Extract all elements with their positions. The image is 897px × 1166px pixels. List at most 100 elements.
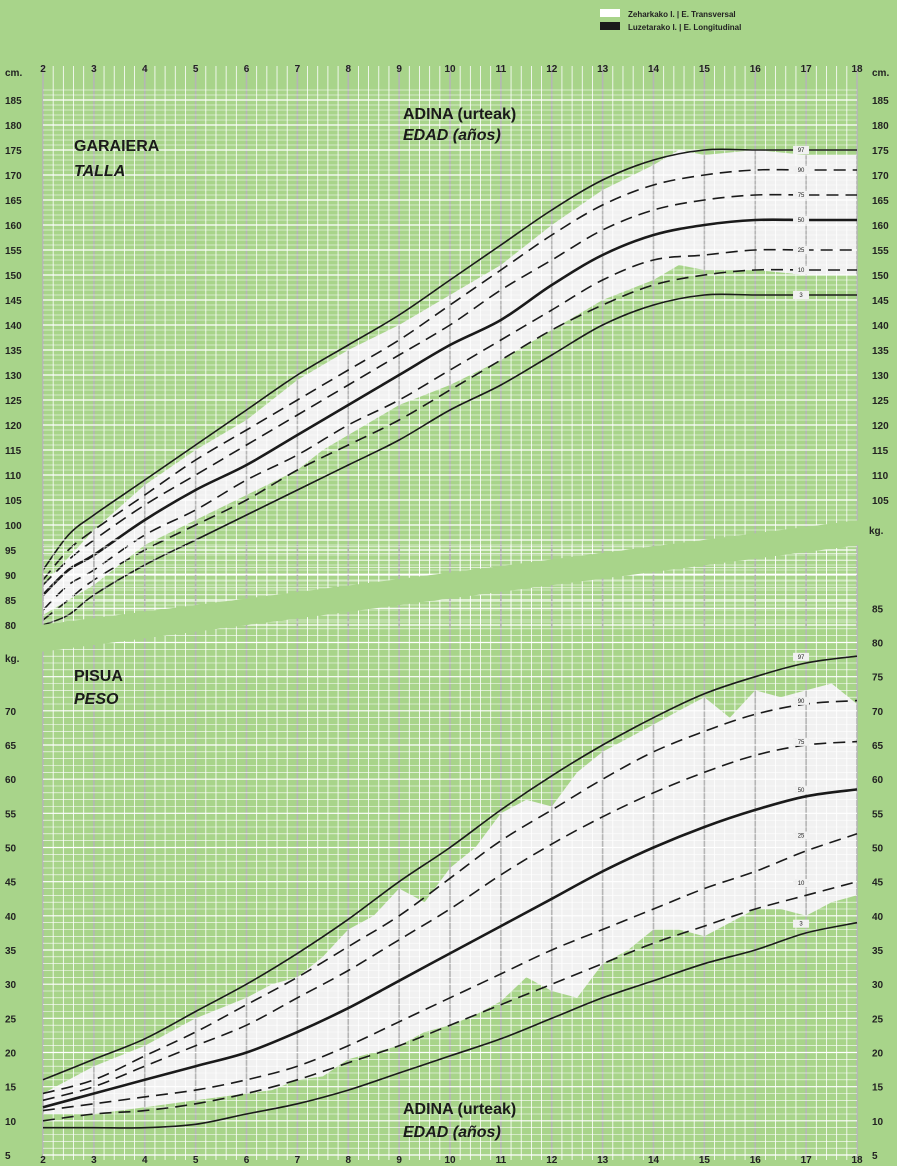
height-y-tick-left: 85	[5, 596, 17, 607]
weight-y-tick-right: 50	[872, 844, 884, 855]
weight-percentile-3-label-bg	[793, 919, 810, 928]
weight-percentile-lines	[42, 655, 858, 1129]
height-y-tick-left: 120	[5, 421, 22, 432]
weight-percentile-labels: 3 10 25 50 75 90 97	[793, 652, 810, 928]
weight-unit-left: kg.	[5, 654, 20, 665]
height-percentile-50-line	[42, 218, 857, 596]
weight-percentile-97-label-bg	[793, 652, 810, 661]
height-percentile-97-line	[42, 148, 857, 571]
height-y-tick-right: 130	[872, 371, 889, 382]
height-y-tick-left: 90	[5, 571, 17, 582]
height-unit-right: cm.	[872, 68, 889, 79]
x-tick-top: 12	[546, 64, 558, 75]
x-tick-bottom: 11	[496, 1155, 507, 1166]
x-tick-top: 15	[699, 64, 711, 75]
height-y-tick-left: 185	[5, 96, 22, 107]
height-y-tick-right: 145	[872, 296, 889, 307]
height-y-tick-left: 140	[5, 321, 22, 332]
x-tick-top: 3	[91, 64, 97, 75]
height-xlabel: ADINA (urteak)	[403, 106, 516, 123]
x-tick-bottom: 9	[396, 1155, 402, 1166]
legend-transversal-label: Zeharkako I. | E. Transversal	[628, 10, 736, 19]
weight-y-tick-right: 60	[872, 775, 884, 786]
weight-percentile-25-label: 25	[798, 834, 805, 840]
weight-percentile-97-label: 97	[798, 655, 805, 661]
weight-y-tick-left: 35	[5, 946, 17, 957]
height-percentile-3-label-bg	[793, 291, 810, 299]
weight-y-tick-right: 80	[872, 639, 884, 650]
height-y-tick-left: 145	[5, 296, 22, 307]
x-tick-bottom: 15	[699, 1155, 711, 1166]
weight-percentile-10-label: 10	[798, 881, 805, 887]
x-tick-top: 16	[750, 64, 762, 75]
x-tick-bottom: 2	[40, 1155, 46, 1166]
height-y-tick-left: 130	[5, 371, 22, 382]
weight-percentile-3-label: 3	[799, 922, 803, 928]
weight-xlabel: ADINA (urteak)	[403, 1101, 516, 1118]
x-tick-bottom: 5	[193, 1155, 199, 1166]
height-grid	[42, 66, 858, 626]
height-title: GARAIERA	[74, 138, 160, 155]
x-tick-top: 18	[851, 64, 863, 75]
x-tick-top: 6	[244, 64, 250, 75]
height-y-tick-right: 140	[872, 321, 889, 332]
height-percentile-75-label-bg	[793, 191, 810, 199]
weight-percentile-50-line	[42, 788, 858, 1109]
weight-percentile-10-label-bg	[793, 879, 810, 888]
x-tick-bottom: 8	[345, 1155, 351, 1166]
x-tick-bottom: 13	[597, 1155, 609, 1166]
x-tick-top: 10	[444, 64, 456, 75]
height-y-tick-left: 135	[5, 346, 22, 357]
height-percentile-75-label: 75	[798, 193, 805, 199]
weight-percentile-90-label: 90	[798, 699, 805, 705]
weight-unit-right: kg.	[869, 526, 884, 537]
height-y-tick-left: 105	[5, 496, 22, 507]
x-tick-bottom: 3	[91, 1155, 97, 1166]
weight-y-tick-left: 20	[5, 1049, 17, 1060]
height-percentile-90-label: 90	[798, 168, 805, 174]
height-y-tick-left: 150	[5, 271, 22, 282]
height-percentile-75-line	[42, 193, 857, 586]
weight-y-tick-left: 10	[5, 1117, 17, 1128]
weight-y-tick-left: 30	[5, 980, 17, 991]
weight-y-tick-left: 5	[5, 1151, 11, 1162]
weight-subtitle: PESO	[74, 691, 119, 708]
height-y-tick-right: 160	[872, 221, 889, 232]
weight-y-tick-right: 40	[872, 912, 884, 923]
separator-band	[40, 520, 860, 652]
weight-y-tick-right: 75	[872, 673, 884, 684]
height-y-tick-right: 180	[872, 121, 889, 132]
weight-percentile-75-label: 75	[798, 740, 805, 746]
height-y-tick-right: 155	[872, 246, 889, 257]
weight-y-tick-left: 65	[5, 741, 17, 752]
weight-percentile-97-line	[42, 655, 858, 1081]
height-y-tick-right: 165	[872, 196, 889, 207]
x-tick-bottom: 18	[851, 1155, 863, 1166]
height-y-tick-left: 115	[5, 446, 22, 457]
height-percentile-97-label: 97	[798, 148, 805, 154]
height-y-tick-right: 150	[872, 271, 889, 282]
legend: Zeharkako I. | E. Transversal Luzetarako…	[600, 9, 741, 32]
x-tick-top: 4	[142, 64, 148, 75]
height-percentile-lines	[42, 148, 857, 626]
weight-percentile-3-line	[42, 921, 858, 1129]
height-percentile-10-label-bg	[793, 266, 810, 274]
x-tick-bottom: 17	[801, 1155, 813, 1166]
weight-percentile-75-label-bg	[793, 737, 810, 746]
weight-grid	[42, 539, 858, 1160]
height-percentile-25-label-bg	[793, 246, 810, 254]
weight-y-tick-left: 70	[5, 707, 17, 718]
height-y-tick-left: 155	[5, 246, 22, 257]
weight-y-tick-left: 55	[5, 809, 17, 820]
height-y-tick-left: 175	[5, 146, 22, 157]
height-y-tick-left: 110	[5, 471, 22, 482]
height-y-tick-right: 105	[872, 496, 889, 507]
height-y-tick-left: 80	[5, 621, 17, 632]
weight-y-tick-right: 5	[872, 1151, 878, 1162]
height-y-tick-left: 160	[5, 221, 22, 232]
weight-y-tick-right: 15	[872, 1083, 884, 1094]
height-y-tick-left: 100	[5, 521, 22, 532]
weight-y-tick-right: 10	[872, 1117, 884, 1128]
